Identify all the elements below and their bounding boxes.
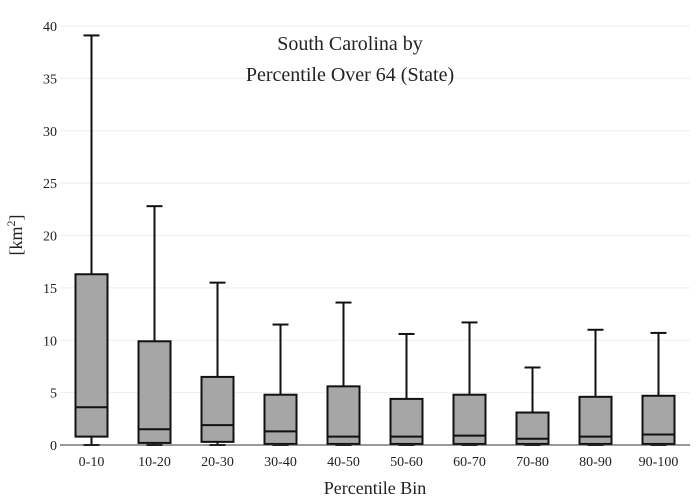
iqr-box bbox=[263, 393, 298, 445]
x-tick-label: 10-20 bbox=[138, 455, 171, 470]
x-tick-label: 60-70 bbox=[453, 455, 486, 470]
x-tick-label: 20-30 bbox=[201, 455, 234, 470]
chart-title-line-1: South Carolina by bbox=[277, 33, 423, 55]
iqr-box bbox=[137, 340, 172, 444]
iqr-box bbox=[326, 385, 361, 445]
y-axis-title: [km2] bbox=[4, 215, 26, 256]
x-tick-label: 80-90 bbox=[579, 455, 612, 470]
y-tick-label: 10 bbox=[43, 334, 57, 349]
y-tick-label: 20 bbox=[43, 230, 57, 245]
x-tick-label: 0-10 bbox=[79, 455, 105, 470]
y-tick-label: 40 bbox=[43, 20, 57, 35]
x-tick-label: 30-40 bbox=[264, 455, 297, 470]
y-tick-label: 35 bbox=[43, 72, 57, 87]
x-tick-label: 70-80 bbox=[516, 455, 549, 470]
box-50-60 bbox=[389, 332, 424, 446]
y-tick-label: 5 bbox=[50, 387, 57, 402]
x-tick-label: 90-100 bbox=[639, 455, 679, 470]
y-tick-labels: 0 5 10 15 20 25 30 35 40 bbox=[43, 20, 57, 454]
box-0-10 bbox=[74, 34, 109, 446]
y-tick-label: 15 bbox=[43, 282, 57, 297]
box-10-20 bbox=[137, 205, 172, 446]
y-tick-label: 0 bbox=[50, 439, 57, 454]
box-60-70 bbox=[452, 321, 487, 446]
box-90-100 bbox=[641, 331, 676, 446]
box-20-30 bbox=[200, 281, 235, 446]
box-80-90 bbox=[578, 328, 613, 446]
y-axis-title-superscript: 2 bbox=[4, 221, 18, 227]
iqr-box bbox=[641, 394, 676, 445]
x-axis-title: Percentile Bin bbox=[324, 478, 426, 498]
box-70-80 bbox=[515, 366, 550, 446]
box-40-50 bbox=[326, 301, 361, 446]
iqr-box bbox=[74, 273, 109, 438]
x-tick-label: 40-50 bbox=[327, 455, 360, 470]
iqr-box bbox=[200, 375, 235, 443]
grid-layer bbox=[60, 25, 690, 394]
y-tick-label: 25 bbox=[43, 177, 57, 192]
chart-title-line-2: Percentile Over 64 (State) bbox=[246, 64, 454, 86]
x-tick-label: 50-60 bbox=[390, 455, 423, 470]
box-30-40 bbox=[263, 323, 298, 446]
y-axis-title-end: ] bbox=[6, 215, 26, 221]
y-tick-label: 30 bbox=[43, 125, 57, 140]
y-axis-title-base: [km bbox=[6, 227, 26, 256]
x-tick-labels: 0-10 10-20 20-30 30-40 40-50 50-60 60-70 70-80 8… bbox=[79, 455, 679, 470]
boxes-layer bbox=[74, 34, 676, 446]
